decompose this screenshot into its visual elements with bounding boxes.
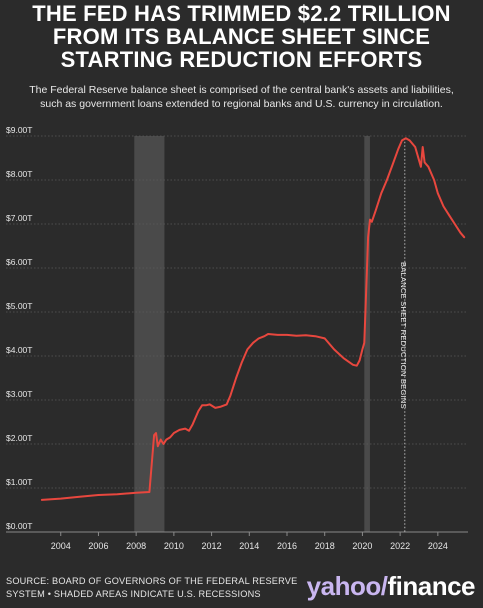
y-tick-label: $6.00T bbox=[6, 257, 32, 267]
y-tick-label: $4.00T bbox=[6, 345, 32, 355]
x-tick-label: 2010 bbox=[164, 541, 184, 551]
x-tick-label: 2016 bbox=[277, 541, 297, 551]
balance-sheet-line-chart: $0.00T $1.00T $2.00T $3.00T $4.00T $5.00T $6.0… bbox=[6, 125, 468, 551]
y-tick-label: $1.00T bbox=[6, 477, 32, 487]
y-tick-label: $7.00T bbox=[6, 213, 32, 223]
title-line: FROM ITS BALANCE SHEET SINCE bbox=[52, 24, 431, 49]
logo-slash: / bbox=[380, 571, 388, 601]
subtitle-line: such as government loans extended to reg… bbox=[40, 98, 443, 110]
x-tick-label: 2014 bbox=[239, 541, 259, 551]
title-line: STARTING REDUCTION EFFORTS bbox=[60, 47, 423, 72]
x-tick-label: 2018 bbox=[315, 541, 335, 551]
x-tick-label: 2020 bbox=[352, 541, 372, 551]
balance-sheet-series-line bbox=[40, 137, 466, 501]
chart-title: THE FED HAS TRIMMED $2.2 TRILLION FROM I… bbox=[0, 2, 483, 71]
y-tick-label: $8.00T bbox=[6, 169, 32, 179]
x-tick-label: 2024 bbox=[428, 541, 448, 551]
y-tick-label: $9.00T bbox=[6, 125, 32, 135]
recession-band bbox=[364, 136, 370, 532]
logo-finance: finance bbox=[387, 571, 475, 601]
x-tick-label: 2008 bbox=[126, 541, 146, 551]
logo-yahoo: yahoo bbox=[306, 571, 382, 601]
title-line: THE FED HAS TRIMMED $2.2 TRILLION bbox=[32, 1, 451, 26]
subtitle-line: The Federal Reserve balance sheet is com… bbox=[29, 84, 454, 96]
x-tick-label: 2022 bbox=[390, 541, 410, 551]
chart-subtitle: The Federal Reserve balance sheet is com… bbox=[6, 83, 477, 111]
yahoo-finance-logo: yahoo/finance bbox=[306, 571, 476, 601]
y-tick-label: $0.00T bbox=[6, 521, 32, 531]
recession-band bbox=[134, 136, 165, 532]
annotation-label: BALANCE SHEET REDUCTION BEGINS bbox=[399, 262, 408, 409]
source-note: SOURCE: BOARD OF GOVERNORS OF THE FEDERA… bbox=[6, 575, 297, 601]
source-line: SOURCE: BOARD OF GOVERNORS OF THE FEDERA… bbox=[6, 576, 298, 586]
x-tick-label: 2006 bbox=[88, 541, 108, 551]
source-line: SYSTEM • SHADED AREAS INDICATE U.S. RECE… bbox=[6, 589, 261, 599]
y-tick-label: $5.00T bbox=[6, 301, 32, 311]
y-tick-label: $2.00T bbox=[6, 433, 32, 443]
x-tick-label: 2012 bbox=[202, 541, 222, 551]
y-tick-label: $3.00T bbox=[6, 389, 32, 399]
x-tick-label: 2004 bbox=[51, 541, 71, 551]
